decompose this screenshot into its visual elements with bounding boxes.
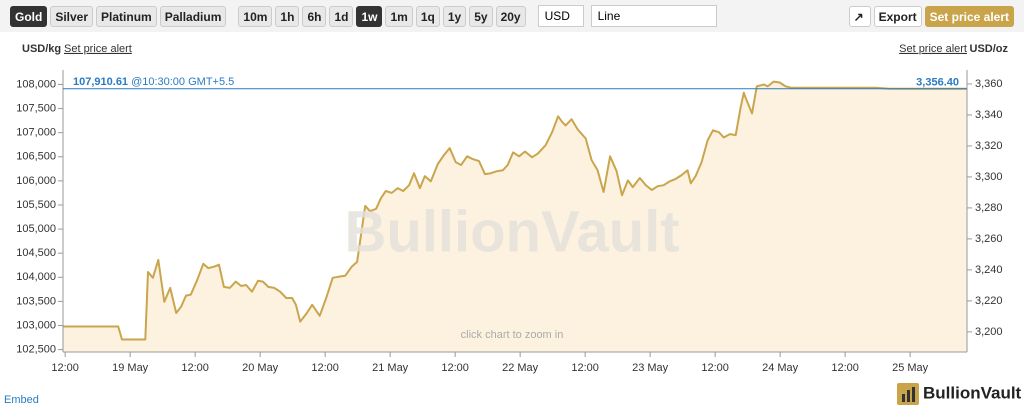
unit-right: USD/oz bbox=[970, 43, 1009, 55]
range-button[interactable]: 20y bbox=[495, 5, 526, 27]
crosshair-oz-label: 3,356.40 bbox=[916, 76, 959, 88]
price-line bbox=[63, 80, 967, 341]
y-tick-label: 103,000 bbox=[16, 319, 56, 331]
range-button[interactable]: 5y bbox=[469, 5, 493, 27]
toolbar: Gold Silver Platinum Palladium 10m 1h 6h 1d 1w 1… bbox=[0, 0, 1024, 32]
y2-tick-label: 3,220 bbox=[975, 295, 1003, 307]
y2-tick-label: 3,300 bbox=[975, 171, 1003, 183]
x-tick-label: 12:00 bbox=[181, 362, 209, 374]
y2-tick-label: 3,200 bbox=[975, 326, 1003, 338]
embed-link[interactable]: Embed bbox=[4, 394, 39, 406]
open-icon-button[interactable]: ↗ bbox=[848, 5, 871, 27]
alert-button[interactable]: Set price alert bbox=[924, 5, 1014, 27]
currency-select[interactable]: USD bbox=[537, 5, 584, 27]
y-tick-label: 103,500 bbox=[16, 295, 56, 307]
x-tick-label: 12:00 bbox=[311, 362, 339, 374]
y-tick-label: 104,500 bbox=[16, 247, 56, 259]
range-group: 10m 1h 6h 1d 1w 1m 1q 1y 5y 20y bbox=[238, 5, 526, 27]
x-tick-label: 25 May bbox=[892, 362, 929, 374]
y2-tick-label: 3,280 bbox=[975, 202, 1003, 214]
x-tick-label: 12:00 bbox=[441, 362, 469, 374]
alert-link-left[interactable]: Set price alert bbox=[64, 43, 132, 55]
watermark: BullionVault bbox=[344, 199, 679, 264]
metal-button[interactable]: Palladium bbox=[159, 5, 227, 27]
area bbox=[63, 81, 967, 352]
y-tick-label: 107,000 bbox=[16, 127, 56, 139]
range-button[interactable]: 1w bbox=[356, 5, 383, 27]
alert-link-right[interactable]: Set price alert bbox=[899, 43, 967, 55]
y-tick-label: 106,500 bbox=[16, 151, 56, 163]
unit-left: USD/kg bbox=[22, 43, 61, 55]
x-tick-label: 19 May bbox=[112, 362, 149, 374]
range-button[interactable]: 1h bbox=[275, 5, 300, 27]
metal-button[interactable]: Silver bbox=[50, 5, 94, 27]
crosshair-label: 107,910.61 @10:30:00 GMT+5.5 bbox=[73, 76, 234, 88]
style-select[interactable]: Line bbox=[590, 5, 717, 27]
y-tick-label: 105,500 bbox=[16, 199, 56, 211]
range-button[interactable]: 1q bbox=[415, 5, 440, 27]
metal-button[interactable]: Gold bbox=[10, 5, 48, 27]
x-tick-label: 22 May bbox=[502, 362, 539, 374]
crosshair-value: 107,910.61 bbox=[73, 76, 128, 88]
y-tick-label: 104,000 bbox=[16, 271, 56, 283]
metal-button[interactable]: Platinum bbox=[96, 5, 157, 27]
y-tick-label: 107,500 bbox=[16, 102, 56, 114]
x-tick-label: 24 May bbox=[762, 362, 799, 374]
x-tick-label: 23 May bbox=[632, 362, 669, 374]
x-tick-label: 21 May bbox=[372, 362, 409, 374]
x-tick-label: 12:00 bbox=[51, 362, 79, 374]
logo-bar bbox=[912, 387, 915, 402]
zoom-hint: click chart to zoom in bbox=[461, 329, 564, 341]
y2-tick-label: 3,360 bbox=[975, 78, 1003, 90]
x-tick-label: 12:00 bbox=[701, 362, 729, 374]
crosshair-time: @10:30:00 GMT+5.5 bbox=[131, 76, 234, 88]
range-button[interactable]: 10m bbox=[238, 5, 273, 27]
y-tick-label: 105,000 bbox=[16, 223, 56, 235]
x-tick-label: 12:00 bbox=[571, 362, 599, 374]
logo-text: BullionVault bbox=[923, 383, 1022, 402]
range-button[interactable]: 6h bbox=[302, 5, 327, 27]
logo-bar bbox=[907, 390, 910, 402]
range-button[interactable]: 1m bbox=[385, 5, 413, 27]
x-tick-label: 20 May bbox=[242, 362, 279, 374]
range-button[interactable]: 1d bbox=[329, 5, 354, 27]
y-tick-label: 102,500 bbox=[16, 343, 56, 355]
y-tick-label: 106,000 bbox=[16, 175, 56, 187]
x-tick-label: 12:00 bbox=[831, 362, 859, 374]
range-button[interactable]: 1y bbox=[442, 5, 467, 27]
export-button[interactable]: Export bbox=[873, 5, 922, 27]
metal-group: Gold Silver Platinum Palladium bbox=[10, 5, 227, 27]
y-tick-label: 108,000 bbox=[16, 78, 56, 90]
y2-tick-label: 3,340 bbox=[975, 109, 1003, 121]
logo-bar bbox=[902, 394, 905, 402]
y2-tick-label: 3,320 bbox=[975, 140, 1003, 152]
plot: 102,500 103,000 103,500 104,000 104,500 105,0… bbox=[16, 70, 1003, 374]
y2-tick-label: 3,260 bbox=[975, 233, 1003, 245]
y2-tick-label: 3,240 bbox=[975, 264, 1003, 276]
